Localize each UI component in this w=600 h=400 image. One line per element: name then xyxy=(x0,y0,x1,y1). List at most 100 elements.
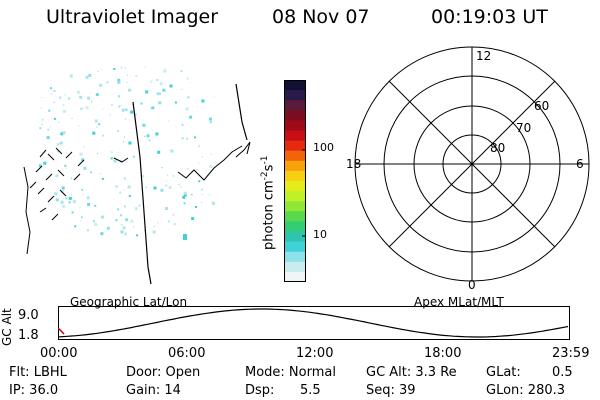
emission-speckle xyxy=(80,220,82,222)
emission-speckle xyxy=(60,132,64,136)
strip-xtick-0600: 06:00 xyxy=(168,346,206,361)
coast-tick xyxy=(73,173,81,181)
emission-speckle xyxy=(61,186,65,190)
emission-speckle xyxy=(209,194,210,196)
emission-speckle xyxy=(62,109,66,113)
strip-xtick-1200: 12:00 xyxy=(296,346,334,361)
coastline-trace xyxy=(23,166,31,255)
emission-speckle xyxy=(151,106,155,110)
emission-speckle xyxy=(83,166,87,170)
colorbar-segment xyxy=(284,90,306,101)
emission-speckle xyxy=(79,207,81,209)
emission-speckle xyxy=(98,123,101,126)
colorbar-segment xyxy=(284,130,306,142)
coast-tick xyxy=(39,149,47,158)
emission-speckle xyxy=(167,174,169,176)
emission-speckle xyxy=(95,93,99,97)
emission-speckle xyxy=(213,96,215,98)
emission-speckle xyxy=(150,108,152,110)
colorbar-segment xyxy=(284,181,306,192)
emission-speckle xyxy=(124,67,126,69)
emission-speckle xyxy=(122,140,125,143)
colorbar-segment xyxy=(284,170,306,182)
coast-tick xyxy=(51,213,59,221)
emission-speckle xyxy=(164,68,166,70)
emission-speckle xyxy=(153,186,157,190)
emission-speckle xyxy=(68,201,71,204)
emission-speckle xyxy=(119,191,122,194)
emission-speckle xyxy=(38,164,42,168)
emission-speckle xyxy=(53,90,56,93)
colorbar-segment xyxy=(284,80,306,91)
emission-speckle xyxy=(161,167,163,169)
emission-speckle xyxy=(59,98,61,100)
colorbar-segment xyxy=(284,241,306,253)
strip-ytick-9: 9.0 xyxy=(18,308,39,323)
emission-speckle xyxy=(172,174,175,177)
emission-speckle xyxy=(130,110,134,114)
emission-speckle xyxy=(148,139,151,142)
coast-tick xyxy=(37,187,45,195)
emission-speckle xyxy=(99,83,103,87)
emission-speckle xyxy=(79,152,83,156)
emission-speckle xyxy=(118,105,121,108)
emission-speckle xyxy=(163,69,167,73)
info-ip: IP: 36.0 xyxy=(9,383,59,398)
info-dsp-value: 5.5 xyxy=(300,383,321,398)
coast-tick xyxy=(65,151,73,159)
emission-speckle xyxy=(183,202,186,205)
mlt-label-12: 12 xyxy=(476,49,491,63)
emission-speckle xyxy=(85,106,89,110)
emission-speckle xyxy=(195,206,197,208)
emission-speckle xyxy=(65,197,68,200)
colorbar-segment xyxy=(284,271,306,282)
emission-speckle xyxy=(180,89,182,91)
emission-speckle xyxy=(62,131,66,135)
emission-speckle xyxy=(157,150,161,154)
emission-speckle xyxy=(94,222,98,226)
emission-speckle xyxy=(181,124,184,126)
colorbar-unit-label: photon cm-2s-1 xyxy=(260,155,277,250)
emission-speckle xyxy=(159,82,163,86)
emission-speckle xyxy=(49,126,51,128)
emission-speckle xyxy=(71,177,73,179)
colorbar-tick-100: 100 xyxy=(313,141,334,154)
emission-speckle xyxy=(123,189,125,191)
emission-speckle xyxy=(65,152,67,154)
emission-speckle xyxy=(138,204,141,207)
altitude-strip xyxy=(58,306,570,340)
emission-speckle xyxy=(117,80,121,84)
lat-label-80: 80 xyxy=(490,141,505,155)
emission-speckle xyxy=(120,223,123,226)
emission-speckle xyxy=(120,214,123,217)
emission-speckle xyxy=(113,158,114,160)
emission-speckle xyxy=(90,171,93,174)
emission-speckle xyxy=(186,77,189,80)
colorbar-segment xyxy=(284,150,306,162)
emission-speckle xyxy=(145,186,148,189)
emission-speckle xyxy=(126,81,128,83)
emission-speckle xyxy=(82,107,84,109)
emission-speckle xyxy=(150,80,153,83)
emission-speckle xyxy=(140,102,143,105)
emission-speckle xyxy=(100,173,102,175)
emission-speckle xyxy=(130,219,134,223)
emission-speckle xyxy=(62,104,65,107)
emission-speckle xyxy=(117,208,119,211)
strip-xtick-1800: 18:00 xyxy=(424,346,462,361)
colorbar-segment xyxy=(284,140,306,152)
emission-speckle xyxy=(41,97,43,99)
coast-tick xyxy=(59,189,67,197)
emission-speckle xyxy=(97,152,98,154)
coast-tick xyxy=(55,147,63,155)
emission-speckle xyxy=(64,164,67,167)
emission-speckle xyxy=(186,137,189,140)
emission-speckle xyxy=(196,169,198,171)
geographic-image-panel xyxy=(23,66,251,285)
instrument-title: Ultraviolet Imager xyxy=(46,6,219,28)
emission-speckle xyxy=(62,204,65,208)
emission-speckle xyxy=(87,202,91,206)
coast-tick xyxy=(121,157,129,163)
emission-speckle xyxy=(133,137,135,139)
emission-speckle xyxy=(54,192,58,196)
